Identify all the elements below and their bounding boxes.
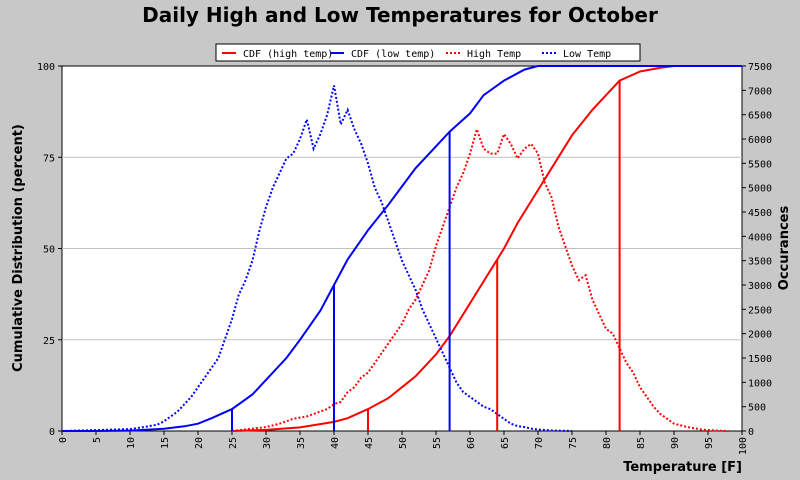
x-tick-label: 70 [534,437,545,449]
y-right-tick-label: 6000 [748,135,772,146]
legend-label: CDF (low temp) [351,49,435,60]
x-tick-label: 20 [194,437,205,449]
x-tick-label: 60 [466,437,477,449]
series-line-cdf-high-temp [231,65,742,432]
y-right-tick-label: 4500 [748,208,772,219]
x-tick-label: 15 [160,437,171,449]
x-tick-label: 50 [398,437,409,449]
x-tick-label: 65 [500,437,511,449]
y-left-tick-label: 100 [37,62,55,73]
series-line-low-temp [61,85,573,432]
x-tick-label: 100 [738,437,749,455]
y-right-tick-label: 1500 [748,354,772,365]
x-tick-label: 30 [262,437,273,449]
x-tick-label: 90 [670,437,681,449]
x-tick-label: 5 [92,437,103,443]
y-right-tick-label: 6500 [748,111,772,122]
series-line-high-temp [231,125,729,432]
x-tick-label: 75 [568,437,579,449]
x-tick-label: 10 [126,437,137,449]
y-axis-left-title: Cumulative Distribution (percent) [11,124,26,372]
y-left-tick-label: 25 [43,336,55,347]
y-right-tick-label: 3500 [748,257,772,268]
legend-label: CDF (high temp) [243,49,333,60]
x-tick-label: 80 [602,437,613,449]
y-right-tick-label: 2000 [748,330,772,341]
legend-label: Low Temp [563,49,611,60]
y-right-tick-label: 7500 [748,62,772,73]
y-left-tick-label: 75 [43,153,55,164]
series-line-cdf-low-temp [62,65,742,432]
x-tick-label: 85 [636,437,647,449]
y-right-tick-label: 500 [748,403,766,414]
y-right-tick-label: 7000 [748,86,772,97]
legend-box [215,43,641,62]
x-tick-label: 35 [296,437,307,449]
y-left-tick-label: 50 [43,245,55,256]
y-axis-right-title: Occurances [777,206,792,291]
x-tick-label: 0 [58,437,69,443]
y-right-tick-label: 3000 [748,281,772,292]
y-left-tick-label: 0 [49,427,55,438]
x-axis-title: Temperature [F] [623,460,742,475]
y-right-tick-label: 0 [748,427,754,438]
chart-title: Daily High and Low Temperatures for Octo… [142,3,658,27]
x-tick-label: 95 [704,437,715,449]
y-right-tick-label: 1000 [748,378,772,389]
x-tick-label: 55 [432,437,443,449]
y-right-tick-label: 5000 [748,184,772,195]
y-right-tick-label: 5500 [748,159,772,170]
x-tick-label: 45 [364,437,375,449]
legend-label: High Temp [467,49,521,60]
x-tick-label: 40 [330,437,341,449]
y-right-tick-label: 4000 [748,232,772,243]
y-right-tick-label: 2500 [748,305,772,316]
x-tick-label: 25 [228,437,239,449]
